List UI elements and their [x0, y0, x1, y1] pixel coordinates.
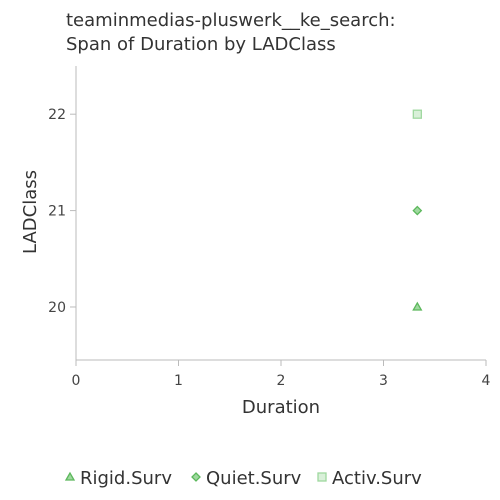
- x-axis-ticks: 0 1 2 3 4: [72, 360, 491, 389]
- x-tick-label: 1: [174, 373, 183, 389]
- x-tick-label: 3: [379, 373, 388, 389]
- y-tick-label: 22: [48, 107, 66, 123]
- chart-title-line-2: Span of Duration by LADClass: [66, 34, 336, 55]
- x-tick-label: 2: [277, 373, 286, 389]
- chart-title-line-1: teaminmedias-pluswerk__ke_search:: [66, 10, 396, 31]
- data-point-diamond: [412, 205, 423, 216]
- legend-marker-triangle: [64, 471, 76, 481]
- y-tick-label: 20: [48, 300, 66, 316]
- legend-label: Activ.Surv: [332, 468, 422, 489]
- x-axis-title: Duration: [242, 397, 320, 418]
- data-point-square: [412, 109, 422, 119]
- data-point-triangle: [412, 301, 423, 311]
- x-tick-label: 0: [72, 373, 81, 389]
- x-tick-label: 4: [482, 373, 491, 389]
- legend-marker-diamond: [191, 472, 201, 482]
- legend-label: Quiet.Surv: [206, 468, 302, 489]
- legend: Rigid.Surv Quiet.Surv Activ.Surv: [64, 468, 422, 489]
- data-points: [412, 109, 423, 311]
- y-axis-title: LADClass: [20, 170, 41, 254]
- legend-label: Rigid.Surv: [80, 468, 172, 489]
- y-axis-ticks: 20 21 22: [48, 107, 76, 316]
- y-tick-label: 21: [48, 204, 66, 220]
- chart-title: teaminmedias-pluswerk__ke_search: Span o…: [66, 10, 396, 55]
- legend-marker-square: [317, 472, 327, 482]
